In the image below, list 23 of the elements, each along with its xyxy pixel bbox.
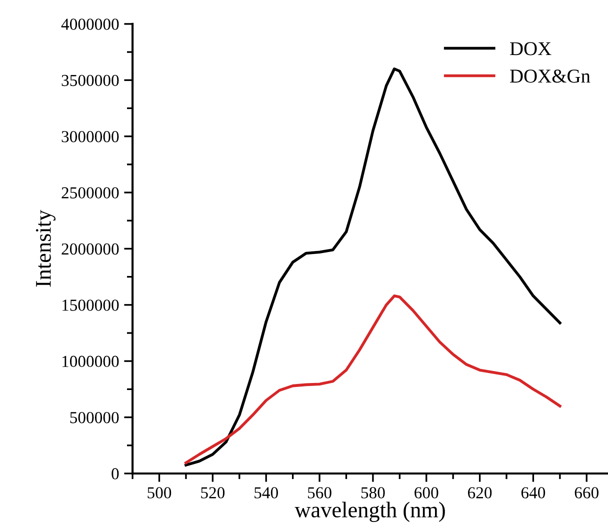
x-tick-label: 660 [574,487,598,498]
y-tick-label: 1000000 [62,356,119,368]
y-axis-title: Intensity [36,210,56,287]
y-tick-label: 3500000 [62,74,119,86]
legend-label: DOX [510,42,552,56]
y-tick-label: 3000000 [62,131,119,142]
x-tick-label: 500 [148,487,172,498]
y-tick-label: 2000000 [62,243,119,255]
x-tick-label: 560 [308,487,332,498]
y-tick-label: 500000 [70,412,119,424]
y-tick-label: 1500000 [62,300,119,311]
y-tick-label: 4000000 [61,18,119,30]
x-tick-label: 640 [521,487,546,498]
legend-label: DOX&Gn [510,70,590,83]
x-tick-label: 540 [254,487,278,498]
y-tick-label: 2500000 [62,187,119,198]
y-tick-label: 0 [112,468,119,480]
x-axis-title: wavelength (nm) [294,502,445,522]
x-tick-label: 620 [468,487,492,498]
x-tick-label: 580 [361,487,385,498]
x-tick-label: 520 [201,487,225,498]
line-series [184,294,562,464]
x-tick-label: 600 [414,487,438,498]
